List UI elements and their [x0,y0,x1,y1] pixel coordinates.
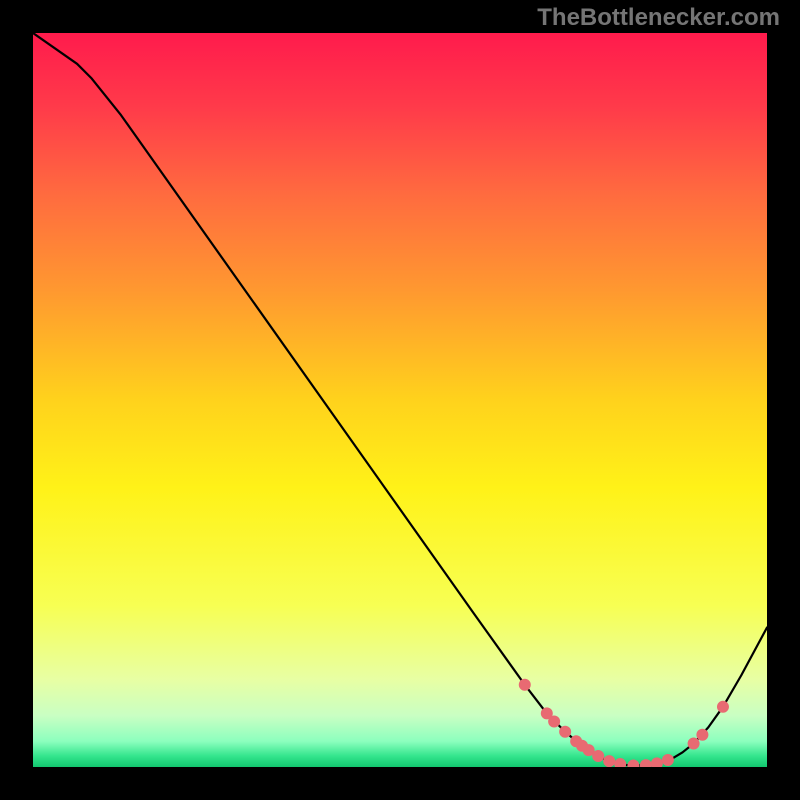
data-marker [549,716,560,727]
data-marker [640,760,651,767]
data-marker [717,701,728,712]
stage: TheBottlenecker.com [0,0,800,800]
data-marker [615,759,626,767]
data-marker [593,750,604,761]
plot-area [33,33,767,767]
plot-svg [33,33,767,767]
data-marker [560,726,571,737]
data-marker [604,756,615,767]
data-marker [519,679,530,690]
data-marker [688,738,699,749]
data-marker [697,729,708,740]
heatmap-background [33,33,767,767]
data-marker [583,745,594,756]
watermark-text: TheBottlenecker.com [537,4,780,32]
data-marker [662,755,673,766]
data-marker [628,760,639,767]
data-marker [651,758,662,767]
